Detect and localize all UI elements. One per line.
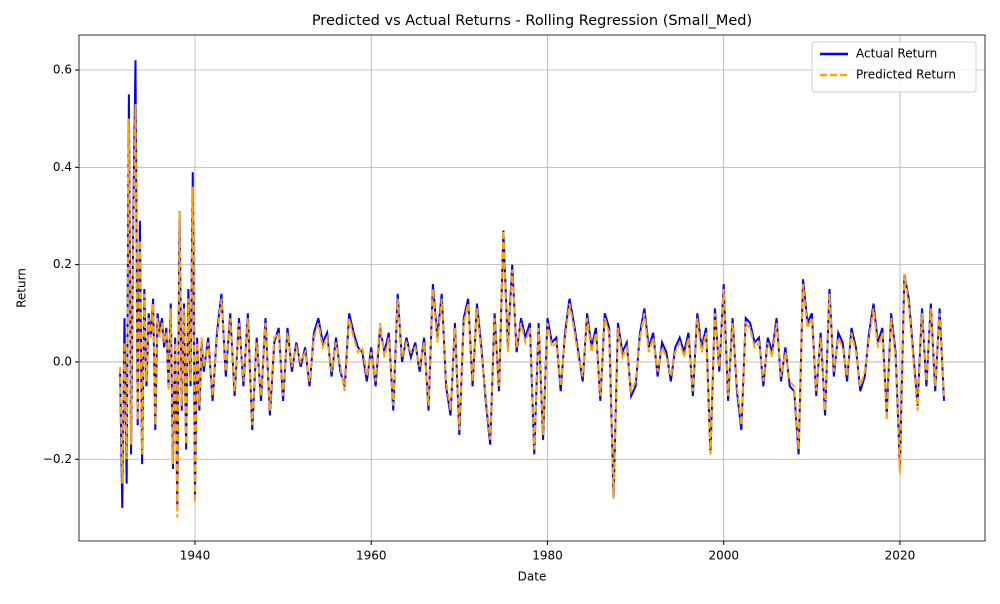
legend-box xyxy=(811,41,977,93)
chart-title: Predicted vs Actual Returns - Rolling Re… xyxy=(312,13,752,29)
x-tick-label: 2000 xyxy=(708,549,739,563)
plot-frame xyxy=(78,34,986,542)
x-tick-label: 1960 xyxy=(356,549,387,563)
y-tick-label: 0.4 xyxy=(53,160,72,174)
series-line xyxy=(119,104,946,518)
x-tick-label: 2020 xyxy=(885,549,916,563)
legend-label: Predicted Return xyxy=(856,68,956,82)
y-tick-label: −0.2 xyxy=(43,452,72,466)
x-tick-label: 1940 xyxy=(180,549,211,563)
x-tick-label: 1980 xyxy=(532,549,563,563)
y-axis-label: Return xyxy=(15,268,29,308)
y-tick-label: 0.2 xyxy=(53,257,72,271)
legend-label: Actual Return xyxy=(856,47,937,61)
x-axis-label: Date xyxy=(518,570,547,584)
y-tick-label: 0.6 xyxy=(53,63,72,77)
y-tick-label: 0.0 xyxy=(53,354,72,368)
